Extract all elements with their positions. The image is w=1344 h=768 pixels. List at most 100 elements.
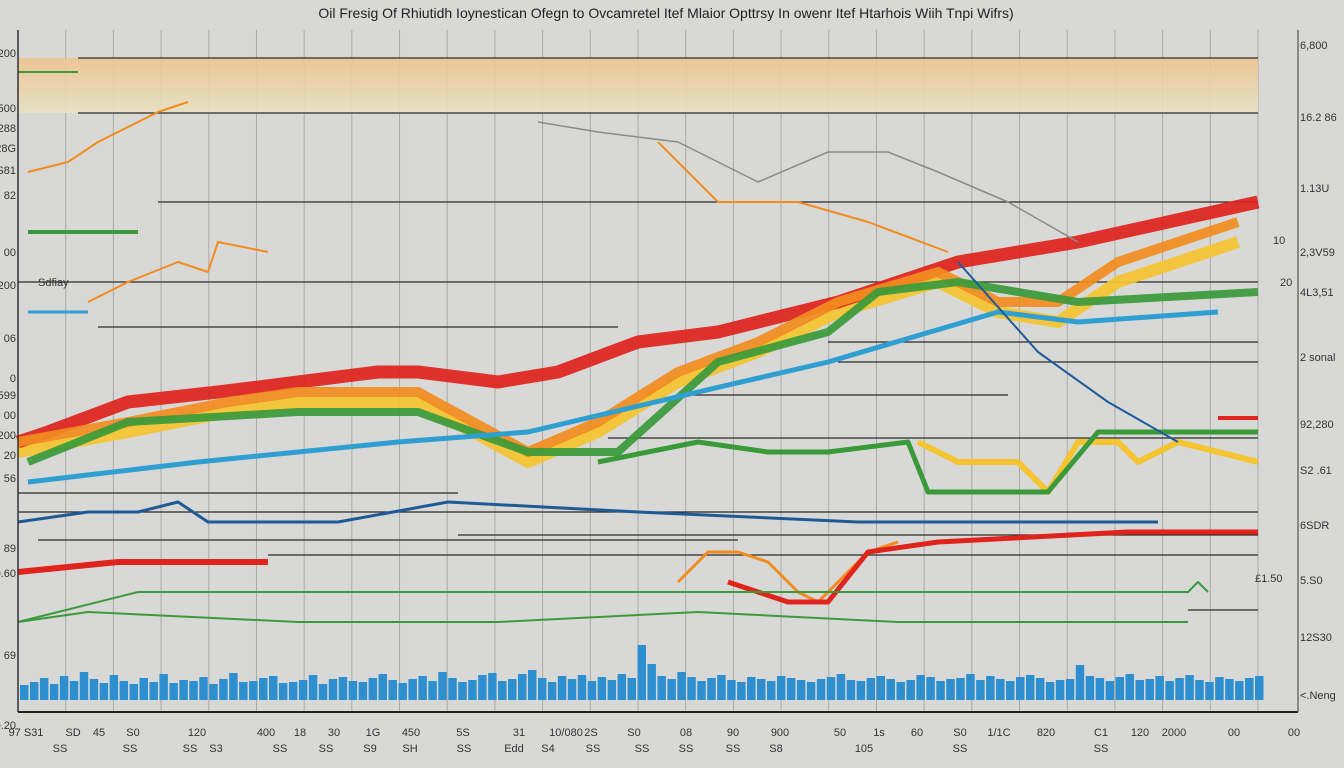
volume-bar (926, 677, 935, 700)
volume-bar (468, 680, 477, 700)
volume-bar (946, 679, 955, 700)
volume-bar (1185, 675, 1194, 700)
x-sublabel: SH (402, 743, 417, 755)
annotation-label: 20 (1280, 277, 1292, 289)
volume-bar (836, 674, 846, 700)
y-tick-label-left: 20 (4, 450, 16, 462)
volume-bar (79, 672, 89, 700)
volume-bar (597, 677, 607, 700)
y-tick-label-right: 2,3V59 (1300, 247, 1335, 259)
volume-bar (806, 682, 816, 700)
x-tick-label: 1/1C (987, 727, 1010, 739)
volume-bar (269, 676, 278, 700)
volume-bar (956, 678, 965, 700)
volume-bar (239, 682, 248, 700)
y-tick-label-right: 4L3,51 (1300, 287, 1334, 299)
x-tick-label: S0 (627, 727, 640, 739)
volume-bar (219, 679, 228, 700)
volume-bar (388, 680, 397, 700)
y-tick-label-right: S2 .61 (1300, 465, 1332, 477)
volume-bar (1085, 676, 1095, 700)
volume-bar (308, 675, 318, 700)
volume-bar (418, 676, 427, 700)
y-tick-label-left: 200 (0, 48, 16, 60)
volume-bar (587, 681, 597, 700)
y-tick-label-left: 0.20 (0, 720, 16, 732)
volume-bar (249, 681, 258, 700)
volume-bar (876, 676, 886, 700)
series-line-orange (27, 101, 189, 173)
volume-bar (1195, 680, 1204, 700)
x-tick-label: 5S (456, 727, 469, 739)
x-tick-label: 00 (1288, 727, 1300, 739)
x-sublabel: SS (319, 743, 334, 755)
volume-bar (1235, 681, 1244, 700)
y-tick-label-left: 82 (4, 190, 16, 202)
volume-bar (508, 679, 517, 700)
x-sublabel: 105 (855, 743, 873, 755)
volume-bar (886, 679, 895, 700)
volume-bar (59, 676, 69, 700)
reference-lines (18, 57, 1258, 611)
volume-bar (906, 680, 915, 700)
y-tick-label-left: 200 (0, 430, 16, 442)
series-line-red (727, 529, 1258, 605)
x-tick-label: 1s (873, 727, 885, 739)
volume-bar (1016, 677, 1025, 700)
x-tick-label: S0 (953, 727, 966, 739)
volume-bar (199, 677, 208, 700)
volume-bar (1075, 665, 1085, 700)
volume-bar (767, 681, 776, 700)
volume-bar (1205, 682, 1214, 700)
x-sublabel: SS (679, 743, 694, 755)
y-tick-label-right: 92,280 (1300, 419, 1334, 431)
volume-bar (20, 685, 29, 700)
y-tick-label-right: 12S30 (1300, 632, 1332, 644)
x-tick-label: 97 S31 (9, 727, 44, 739)
series-line-yellow (916, 439, 1259, 495)
x-sublabel: SS (457, 743, 472, 755)
x-tick-label: 45 (93, 727, 105, 739)
y-tick-label-right: 1.13U (1300, 183, 1329, 195)
chart-title: Oil Fresig Of Rhiutidh Ioynestican Ofegn… (318, 5, 1013, 21)
x-sublabel: SS (123, 743, 138, 755)
volume-bar (986, 676, 995, 700)
volume-bar (1155, 676, 1164, 700)
series-line-orange (17, 217, 1240, 457)
volume-bar (1225, 679, 1234, 700)
y-tick-label-left: 28G (0, 143, 16, 155)
axes (17, 30, 1299, 713)
x-tick-label: 120 (188, 727, 206, 739)
volume-bar (976, 680, 985, 700)
volume-bar (288, 682, 298, 700)
volume-bar (1255, 676, 1264, 700)
volume-bar (1055, 680, 1065, 700)
volume-bar (846, 680, 856, 700)
x-sublabel: SS (183, 743, 198, 755)
y-tick-label-left: 89 (4, 543, 16, 555)
x-tick-label: 120 (1131, 727, 1149, 739)
volume-bar (129, 684, 139, 700)
volume-bar (278, 683, 288, 700)
volume-bar (478, 675, 487, 700)
volume-bar (49, 684, 59, 700)
y-tick-label-left: 0 (10, 373, 16, 385)
volume-bar (498, 681, 507, 700)
volume-bar (816, 679, 826, 700)
y-tick-label-left: 288 (0, 123, 16, 135)
volume-bar (139, 678, 148, 700)
x-tick-label: 820 (1037, 727, 1055, 739)
x-tick-label: 450 (402, 727, 420, 739)
volume-bar (1095, 678, 1105, 700)
volume-bar (458, 682, 467, 700)
x-sublabel: SS (273, 743, 288, 755)
x-sublabel: Edd (504, 743, 524, 755)
volume-bar (328, 679, 338, 700)
volume-bar (527, 670, 537, 700)
volume-bar (1145, 679, 1154, 700)
y-tick-label-left: 500 (0, 103, 16, 115)
volume-bar (757, 679, 766, 700)
volume-bar (1135, 680, 1144, 700)
volume-bar (438, 672, 447, 700)
y-tick-label-left: 56 (4, 473, 16, 485)
